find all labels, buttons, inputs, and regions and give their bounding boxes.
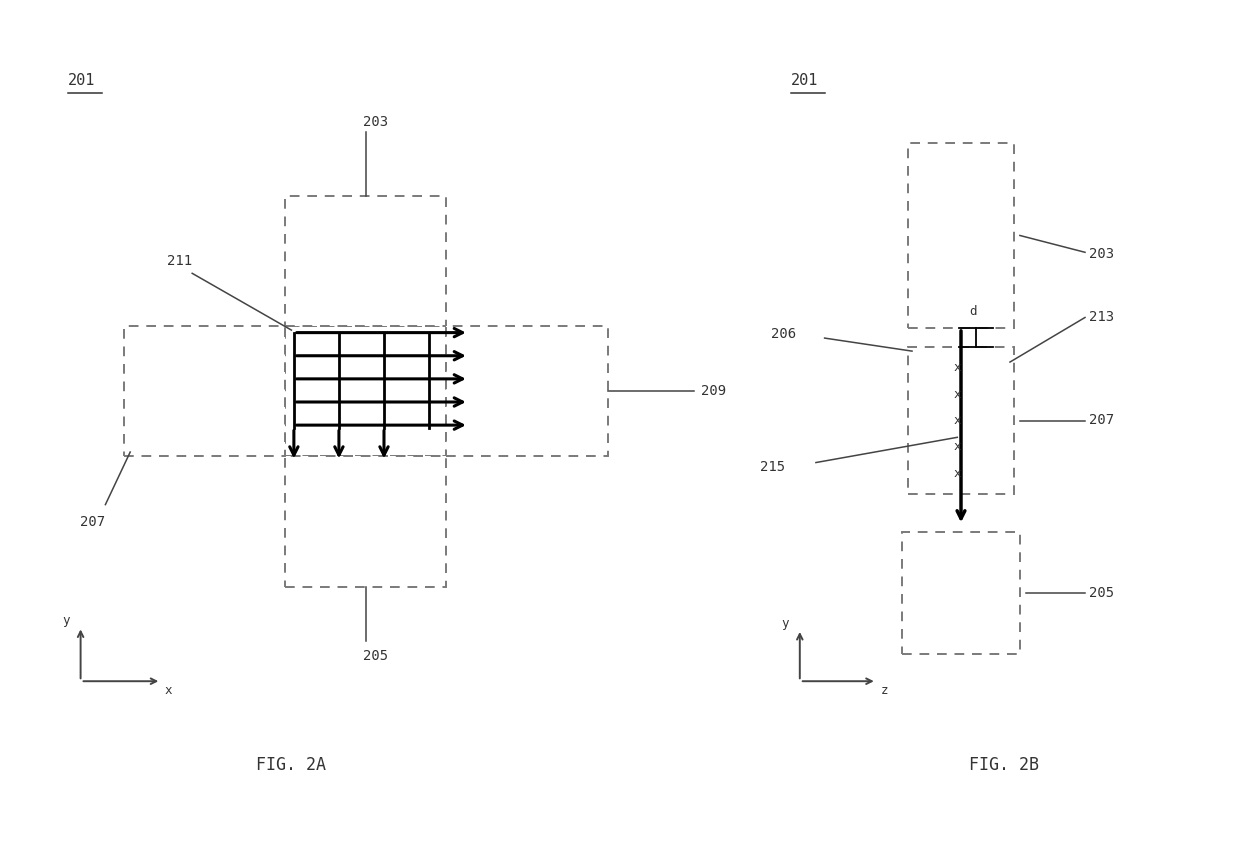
Bar bbox=[285, 326, 446, 456]
Text: y: y bbox=[781, 616, 789, 630]
Text: 201: 201 bbox=[791, 73, 818, 88]
Text: 205: 205 bbox=[1089, 586, 1114, 600]
Bar bbox=[908, 347, 1014, 495]
Bar bbox=[446, 326, 608, 456]
Text: 205: 205 bbox=[363, 648, 388, 663]
Text: FIG. 2A: FIG. 2A bbox=[257, 755, 326, 774]
Text: z: z bbox=[880, 684, 888, 697]
Text: 215: 215 bbox=[760, 460, 785, 473]
Text: 213: 213 bbox=[1089, 310, 1114, 325]
Text: FIG. 2B: FIG. 2B bbox=[970, 755, 1039, 774]
Text: 209: 209 bbox=[701, 384, 725, 398]
Text: x: x bbox=[954, 414, 961, 427]
Bar bbox=[908, 143, 1014, 328]
Bar bbox=[903, 532, 1019, 654]
Text: x: x bbox=[954, 467, 961, 479]
Text: 207: 207 bbox=[1089, 414, 1114, 427]
Text: x: x bbox=[954, 441, 961, 453]
Text: x: x bbox=[954, 362, 961, 374]
Bar bbox=[124, 326, 285, 456]
Text: 203: 203 bbox=[363, 114, 388, 129]
Bar bbox=[285, 195, 446, 325]
Text: x: x bbox=[165, 684, 172, 697]
Text: x: x bbox=[954, 388, 961, 400]
Text: 203: 203 bbox=[1089, 247, 1114, 261]
Text: d: d bbox=[970, 305, 977, 318]
Text: 206: 206 bbox=[771, 327, 796, 341]
Text: 207: 207 bbox=[81, 515, 105, 529]
Text: 211: 211 bbox=[167, 254, 192, 268]
Text: y: y bbox=[62, 614, 69, 627]
Text: 201: 201 bbox=[68, 73, 95, 88]
Bar bbox=[285, 456, 446, 587]
